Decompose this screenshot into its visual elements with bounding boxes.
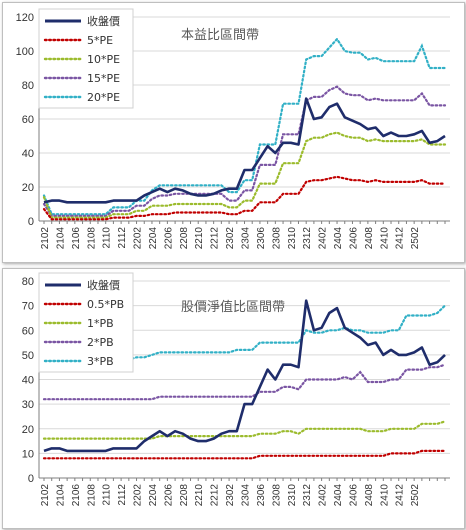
chart2-x-tick-label: 2106 [71,484,82,507]
chart2-legend-label: 3*PB [87,355,114,368]
chart2-y-tick-label: 80 [22,276,34,288]
chart2-x-tick-label: 2412 [395,484,406,507]
chart1-legend-label: 5*PE [87,34,113,47]
chart2-y-tick-label: 0 [28,473,34,485]
chart2-legend-label: 0.5*PB [87,298,124,311]
pe-band-chart: 0 20 40 60 80 100 120 2102 2104 2106 2108 2110 2112 2… [16,8,450,250]
chart1-series-line-0 [43,97,446,204]
chart1-x-tick-label: 2202 [133,227,144,250]
chart2-y-tick-label: 50 [22,350,34,362]
chart1-x-tick-label: 2204 [148,227,159,250]
chart1-y-tick-label: 0 [28,216,34,228]
chart1-x-tick-label: 2412 [395,227,406,250]
chart2-legend-label: 2*PB [87,336,114,349]
chart1-legend-label: 10*PE [87,53,120,66]
chart2-x-tick-label: 2404 [333,484,344,507]
chart1-y-tick-label: 60 [22,114,34,126]
chart2-x-tick-label: 2210 [194,484,205,507]
chart2-x-tick-label: 2302 [225,484,236,507]
chart2-y-tick-label: 30 [22,399,34,411]
chart2-series-line-1 [42,449,447,460]
chart1-x-tick-label: 2402 [318,227,329,250]
pb-band-chart-panel: 0 10 20 30 40 50 60 70 80 2102 2104 2106 2108 2110 211… [2,268,465,529]
chart2-legend: 收盤價 0.5*PB 1*PB 2*PB 3*PB [38,272,134,373]
pe-band-chart-panel: 0 20 40 60 80 100 120 2102 2104 2106 2108 2110 2112 2… [2,2,465,263]
chart2-y-tick-label: 60 [22,325,34,337]
chart2-x-tick-label: 2308 [271,484,282,507]
chart2-y-tick-label: 20 [22,424,34,436]
chart2-x-tick-label: 2304 [241,484,252,507]
chart1-x-tick-label: 2102 [40,227,51,250]
chart1-series-line-2 [42,131,447,219]
chart1-legend: 收盤價 5*PE 10*PE 15*PE 20*PE [38,8,134,109]
chart1-series-line-4 [42,37,447,216]
chart2-x-tick-label: 2108 [86,484,97,507]
chart1-legend-label: 收盤價 [87,14,120,28]
chart1-x-tick-label: 2310 [287,227,298,250]
chart1-x-tick-label: 2304 [241,227,252,250]
chart2-y-tick-label: 40 [22,375,34,387]
chart2-x-tick-label: 2408 [364,484,375,507]
chart2-x-tick-label: 2406 [348,484,359,507]
chart2-x-tick-label: 2410 [379,484,390,507]
chart2-x-tick-label: 2310 [287,484,298,507]
chart2-y-tick-label: 70 [22,301,34,313]
chart1-x-tick-label: 2302 [225,227,236,250]
chart1-x-tick-label: 2208 [179,227,190,250]
chart1-y-tick-label: 100 [16,46,34,58]
chart2-title: 股價淨值比區間帶 [181,299,285,315]
chart2-x-tick-label: 2212 [210,484,221,507]
chart2-x-tick-label: 2208 [179,484,190,507]
chart1-x-tick-label: 2212 [210,227,221,250]
chart1-x-tick-label: 2110 [102,227,113,249]
chart1-x-tick-label: 2108 [86,227,97,250]
chart1-x-tick-label: 2408 [364,227,375,250]
chart1-x-tick-label: 2312 [302,227,313,250]
chart2-x-tick-label: 2312 [302,484,313,507]
chart2-legend-label: 收盤價 [87,278,120,292]
chart2-x-tick-label: 2204 [148,484,159,507]
chart2-series-line-2 [42,420,447,440]
chart1-y-tick-label: 20 [22,182,34,194]
chart1-y-tick-label: 120 [16,12,34,24]
chart2-x-tick-label: 2402 [318,484,329,507]
chart1-x-tick-label: 2210 [194,227,205,250]
pb-band-chart: 0 10 20 30 40 50 60 70 80 2102 2104 2106 2108 2110 211… [22,272,450,507]
chart2-legend-label: 1*PB [87,317,114,330]
chart1-y-tick-label: 40 [22,148,34,160]
chart1-x-tick-label: 2106 [71,227,82,250]
chart2-x-tick-label: 2202 [133,484,144,507]
chart2-x-tick-label: 2306 [256,484,267,507]
chart1-x-tick-label: 2410 [379,227,390,250]
chart1-x-tick-label: 2502 [410,227,421,250]
chart2-x-tick-label: 2102 [40,484,51,507]
chart1-x-tick-label: 2306 [256,227,267,250]
chart2-x-tick-label: 2110 [102,484,113,506]
chart1-x-tick-label: 2404 [333,227,344,250]
chart2-x-tick-label: 2104 [55,484,66,507]
chart1-legend-label: 20*PE [87,91,120,104]
chart2-y-tick-label: 10 [22,448,34,460]
chart2-series-line-3 [42,363,447,401]
chart1-x-tick-label: 2406 [348,227,359,250]
chart1-x-tick-label: 2206 [163,227,174,250]
chart1-series-line-3 [42,85,447,217]
chart2-x-tick-label: 2502 [410,484,421,507]
chart2-x-tick-label: 2206 [163,484,174,507]
chart1-x-tick-label: 2308 [271,227,282,250]
chart1-y-tick-label: 80 [22,80,34,92]
chart1-legend-label: 15*PE [87,72,120,85]
chart2-x-tick-label: 2112 [117,484,128,506]
chart2-series-line-0 [43,299,446,453]
chart1-series-line-1 [42,175,447,221]
chart1-title: 本益比區間帶 [181,28,259,43]
chart1-x-tick-label: 2112 [117,227,128,249]
chart1-x-tick-label: 2104 [55,227,66,250]
